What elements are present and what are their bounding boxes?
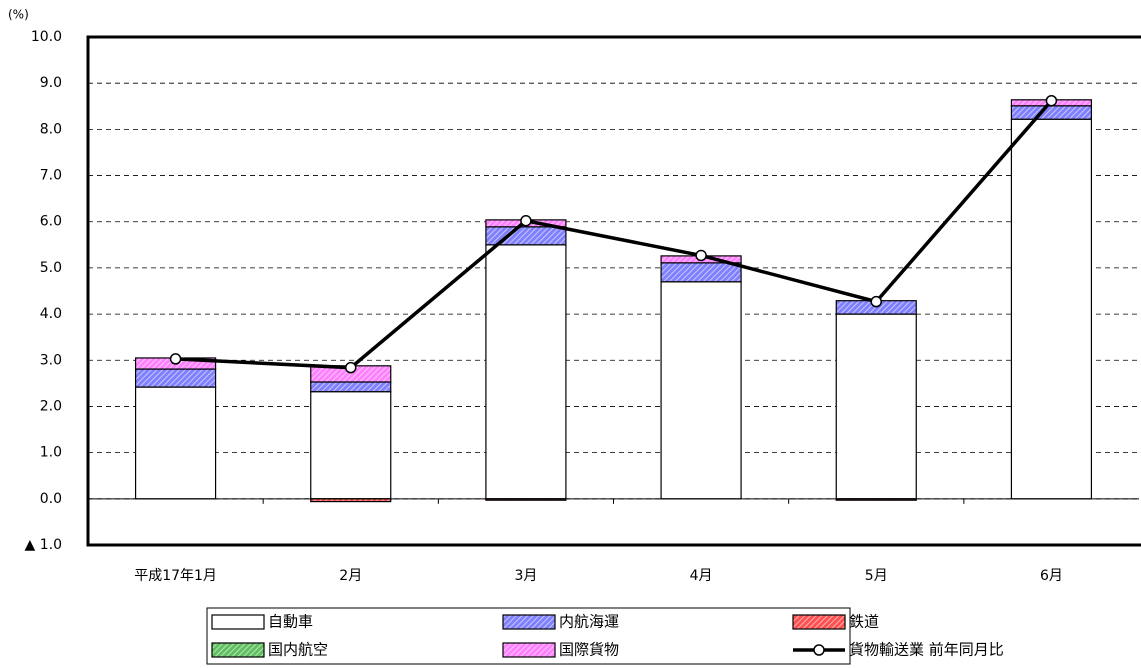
x-tick-label: 5月 — [865, 568, 888, 584]
line-marker — [1045, 94, 1058, 107]
bar-segment — [660, 281, 742, 500]
plot-frame — [86, 35, 1141, 547]
bar-segment — [134, 368, 217, 388]
bar-segment — [134, 386, 217, 500]
x-tick-label: 2月 — [339, 568, 362, 584]
legend-label: 内航海運 — [559, 613, 619, 631]
y-tick-label: 9.0 — [40, 75, 62, 91]
y-tick-label: 3.0 — [40, 352, 62, 368]
bar-segment — [310, 381, 392, 393]
line-marker — [695, 249, 707, 262]
legend-swatch — [813, 644, 825, 656]
y-axis-label: (%) — [8, 8, 29, 22]
line-marker — [870, 295, 882, 308]
legend-swatch — [502, 614, 556, 630]
legend-swatch — [211, 614, 265, 630]
legend-swatch — [502, 642, 556, 658]
line-series — [175, 99, 1053, 370]
legend-label: 鉄道 — [849, 613, 879, 631]
bar-segment — [310, 391, 392, 500]
legend-label: 国内航空 — [268, 641, 328, 659]
x-tick-label: 3月 — [514, 568, 537, 584]
bar-segment — [485, 244, 567, 500]
y-tick-label: 5.0 — [40, 260, 62, 276]
legend-swatch — [792, 614, 846, 630]
x-tick-label: 6月 — [1040, 568, 1063, 584]
legend-label: 貨物輸送業 前年同月比 — [849, 641, 1004, 659]
x-tick-label: 平成17年1月 — [134, 568, 217, 584]
x-tick-label: 4月 — [690, 568, 713, 584]
y-tick-label: 0.0 — [40, 491, 62, 507]
y-tick-label: 1.0 — [40, 445, 62, 461]
y-tick-label: 10.0 — [31, 29, 62, 45]
bar-segment — [1010, 118, 1093, 500]
y-tick-label: 2.0 — [40, 398, 62, 414]
line-marker — [169, 353, 182, 365]
line-marker — [520, 215, 532, 227]
bar-segment — [835, 313, 917, 500]
line-marker — [345, 361, 357, 374]
legend-label: 国際貨物 — [559, 641, 619, 659]
y-tick-label: 4.0 — [40, 306, 62, 322]
legend-label: 自動車 — [268, 613, 313, 631]
bar-segment — [1010, 105, 1093, 120]
y-tick-label: ▲ 1.0 — [25, 537, 62, 553]
legend-swatch — [211, 642, 265, 658]
y-tick-label: 7.0 — [40, 168, 62, 184]
y-tick-label: 8.0 — [40, 121, 62, 137]
bar-segment — [660, 262, 742, 283]
y-tick-label: 6.0 — [40, 214, 62, 230]
